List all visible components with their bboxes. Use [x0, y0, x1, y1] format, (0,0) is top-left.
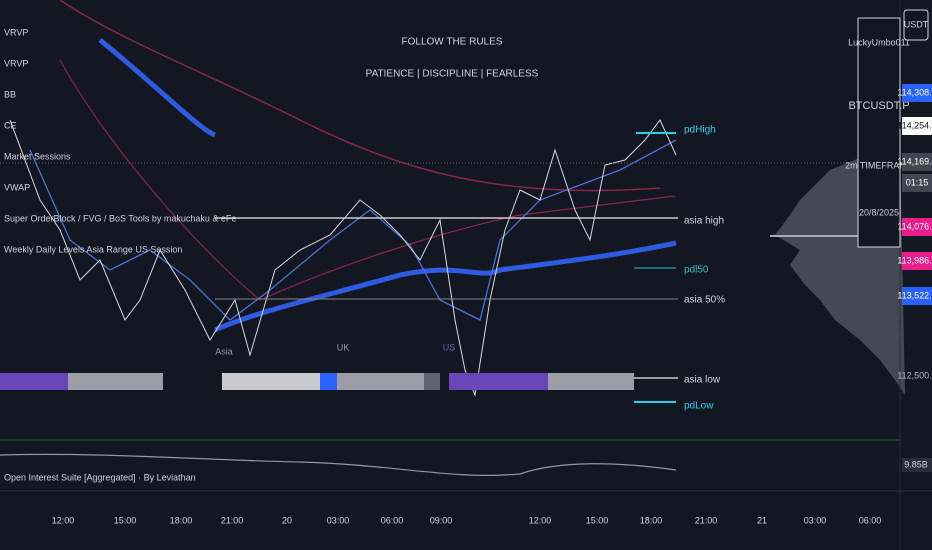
indicator-label: Super OrderBlock / FVG / BoS Tools by ma…	[4, 213, 236, 223]
price-label: 01:15	[906, 177, 929, 187]
level-label: pdLow	[684, 401, 714, 412]
indicator-label: VWAP	[4, 182, 30, 192]
session-bar	[0, 373, 68, 390]
pane-title: Open Interest Suite [Aggregated] · By Le…	[4, 472, 196, 482]
price-tag	[902, 117, 932, 135]
price-tag	[902, 153, 932, 171]
time-label: 21	[757, 515, 767, 525]
time-label: 15:00	[586, 515, 609, 525]
price-tag	[902, 174, 932, 192]
level-label: pdHigh	[684, 125, 716, 136]
price-label: 114,254.6	[897, 120, 932, 130]
price-label: 114,308.6	[897, 87, 932, 97]
time-label: 21:00	[221, 515, 244, 525]
session-bar	[548, 373, 634, 390]
session-bar	[320, 373, 337, 390]
level-label: pdl50	[684, 265, 709, 276]
time-label: 15:00	[114, 515, 137, 525]
indicator-label: Market Sessions	[4, 151, 71, 161]
subtitle: PATIENCE | DISCIPLINE | FEARLESS	[366, 69, 539, 80]
time-label: 18:00	[640, 515, 663, 525]
vwap-line	[29, 139, 677, 321]
oi-line	[0, 453, 677, 476]
ma-line	[59, 0, 661, 192]
currency-button[interactable]	[903, 9, 929, 41]
session-label: Asia	[215, 346, 233, 356]
indicator-label: VRVP	[4, 27, 28, 37]
value-box	[902, 458, 932, 472]
indicator-label: Weekly Daily Levels Asia Range US Sessio…	[4, 244, 182, 254]
time-label: 21:00	[695, 515, 718, 525]
title: FOLLOW THE RULES	[402, 37, 503, 48]
info-date: 20/8/2025	[859, 207, 899, 217]
session-bar	[222, 373, 320, 390]
session-bar	[68, 373, 163, 390]
session-bar	[337, 373, 424, 390]
time-label: 12:00	[529, 515, 552, 525]
price-candles	[9, 119, 677, 397]
price-tag	[902, 252, 932, 270]
level-label: asia low	[684, 375, 721, 386]
price-tag	[902, 84, 932, 102]
session-bar	[424, 373, 440, 390]
currency[interactable]: USDT	[904, 19, 929, 29]
time-label: 12:00	[52, 515, 75, 525]
time-label: 18:00	[170, 515, 193, 525]
price-tag	[902, 218, 932, 236]
time-label: 20	[282, 515, 292, 525]
time-label: 03:00	[804, 515, 827, 525]
level-label: asia high	[684, 216, 724, 227]
session-label: UK	[337, 342, 350, 352]
time-label: 03:00	[327, 515, 350, 525]
price-label: 112,500.0	[897, 370, 932, 380]
ema-line	[213, 240, 677, 333]
level-label: asia 50%	[684, 295, 725, 306]
price-label: 114,169.4	[897, 156, 932, 166]
info-timeframe: 2m TIMEFRAME	[845, 160, 913, 170]
info-symbol: BTCUSDT.P	[848, 100, 909, 112]
indicator-label: CE	[4, 120, 17, 130]
session-label: US	[443, 342, 456, 352]
time-label: 09:00	[430, 515, 453, 525]
price-label: 113,522.6	[897, 290, 932, 300]
info-box	[857, 17, 901, 248]
info-user: LuckyUmbo011	[848, 37, 910, 47]
indicator-label: VRVP	[4, 58, 28, 68]
time-label: 06:00	[381, 515, 404, 525]
price-label: 113,986.5	[897, 255, 932, 265]
price-tag	[902, 287, 932, 305]
time-label: 06:00	[859, 515, 882, 525]
pane-value: 9.85B	[904, 459, 928, 469]
session-bar	[449, 373, 548, 390]
price-label: 114,076.7	[897, 221, 932, 231]
ema-line	[98, 38, 217, 138]
indicator-label: BB	[4, 89, 16, 99]
